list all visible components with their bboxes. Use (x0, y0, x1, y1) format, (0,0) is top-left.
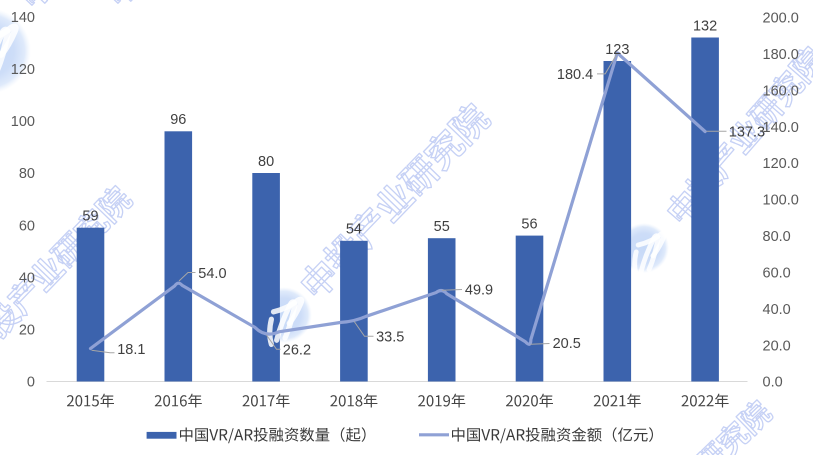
svg-text:96: 96 (170, 112, 186, 128)
svg-text:80.0: 80.0 (763, 229, 791, 245)
svg-text:80: 80 (19, 166, 35, 182)
svg-text:55: 55 (434, 219, 450, 235)
svg-text:160.0: 160.0 (763, 83, 799, 99)
svg-text:18.1: 18.1 (117, 342, 145, 358)
svg-text:33.5: 33.5 (376, 330, 404, 346)
svg-text:0: 0 (27, 375, 35, 391)
svg-text:120.0: 120.0 (763, 156, 799, 172)
svg-text:60: 60 (19, 218, 35, 234)
svg-text:54.0: 54.0 (198, 266, 226, 282)
svg-text:140.0: 140.0 (763, 120, 799, 136)
svg-text:123: 123 (605, 42, 629, 58)
svg-text:59: 59 (82, 209, 98, 225)
svg-text:54: 54 (346, 222, 362, 238)
svg-text:0.0: 0.0 (763, 375, 783, 391)
svg-text:40: 40 (19, 271, 35, 287)
svg-text:49.9: 49.9 (465, 283, 493, 299)
svg-text:20: 20 (19, 323, 35, 339)
svg-text:20.5: 20.5 (553, 336, 581, 352)
svg-text:180.0: 180.0 (763, 47, 799, 63)
svg-text:40.0: 40.0 (763, 302, 791, 318)
svg-text:120: 120 (11, 62, 35, 78)
svg-text:100: 100 (11, 114, 35, 130)
svg-text:56: 56 (521, 216, 537, 232)
svg-text:26.2: 26.2 (283, 343, 311, 359)
svg-text:180.4: 180.4 (557, 67, 593, 83)
svg-text:200.0: 200.0 (763, 11, 799, 27)
svg-text:20.0: 20.0 (763, 338, 791, 354)
svg-text:60.0: 60.0 (763, 265, 791, 281)
svg-text:137.3: 137.3 (729, 125, 765, 141)
svg-text:100.0: 100.0 (763, 193, 799, 209)
svg-text:140: 140 (11, 10, 35, 26)
svg-text:80: 80 (258, 154, 274, 170)
svg-text:132: 132 (693, 18, 717, 34)
